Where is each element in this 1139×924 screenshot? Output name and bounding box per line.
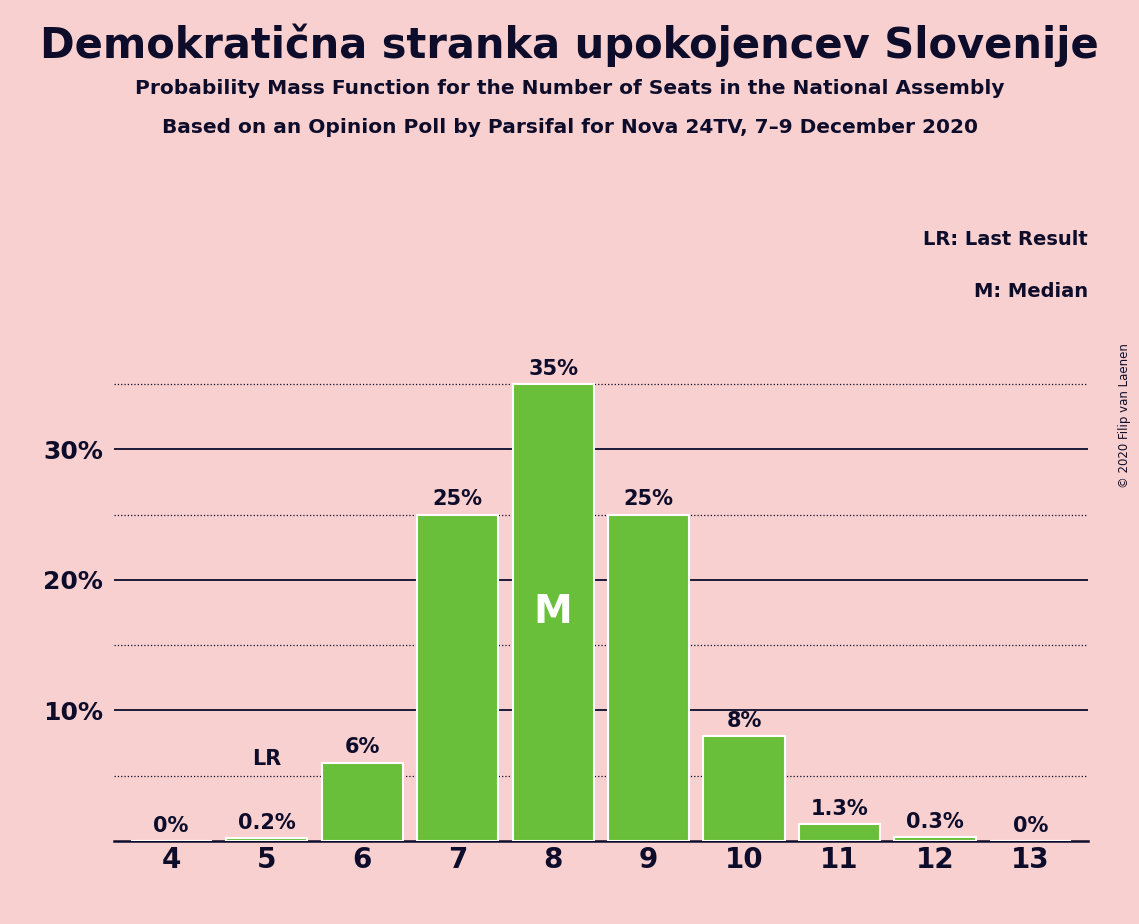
Bar bbox=[417, 515, 498, 841]
Text: LR: Last Result: LR: Last Result bbox=[923, 230, 1088, 249]
Text: 1.3%: 1.3% bbox=[811, 798, 868, 819]
Text: 0.3%: 0.3% bbox=[907, 811, 964, 832]
Text: Demokratična stranka upokojencev Slovenije: Demokratična stranka upokojencev Sloveni… bbox=[40, 23, 1099, 67]
Bar bbox=[704, 736, 785, 841]
Text: M: Median: M: Median bbox=[974, 282, 1088, 301]
Text: 25%: 25% bbox=[623, 490, 673, 509]
Text: Probability Mass Function for the Number of Seats in the National Assembly: Probability Mass Function for the Number… bbox=[134, 79, 1005, 98]
Text: M: M bbox=[534, 593, 573, 631]
Text: © 2020 Filip van Laenen: © 2020 Filip van Laenen bbox=[1118, 344, 1131, 488]
Bar bbox=[513, 384, 593, 841]
Text: 0%: 0% bbox=[154, 816, 189, 835]
Text: 0%: 0% bbox=[1013, 816, 1048, 835]
Text: 0.2%: 0.2% bbox=[238, 813, 295, 833]
Bar bbox=[226, 838, 308, 841]
Text: Based on an Opinion Poll by Parsifal for Nova 24TV, 7–9 December 2020: Based on an Opinion Poll by Parsifal for… bbox=[162, 118, 977, 138]
Bar bbox=[321, 762, 403, 841]
Bar bbox=[608, 515, 689, 841]
Text: 35%: 35% bbox=[528, 359, 579, 379]
Text: 6%: 6% bbox=[344, 737, 379, 758]
Bar bbox=[798, 824, 880, 841]
Text: 8%: 8% bbox=[727, 711, 762, 731]
Bar bbox=[894, 837, 976, 841]
Text: LR: LR bbox=[252, 749, 281, 769]
Text: 25%: 25% bbox=[433, 490, 483, 509]
